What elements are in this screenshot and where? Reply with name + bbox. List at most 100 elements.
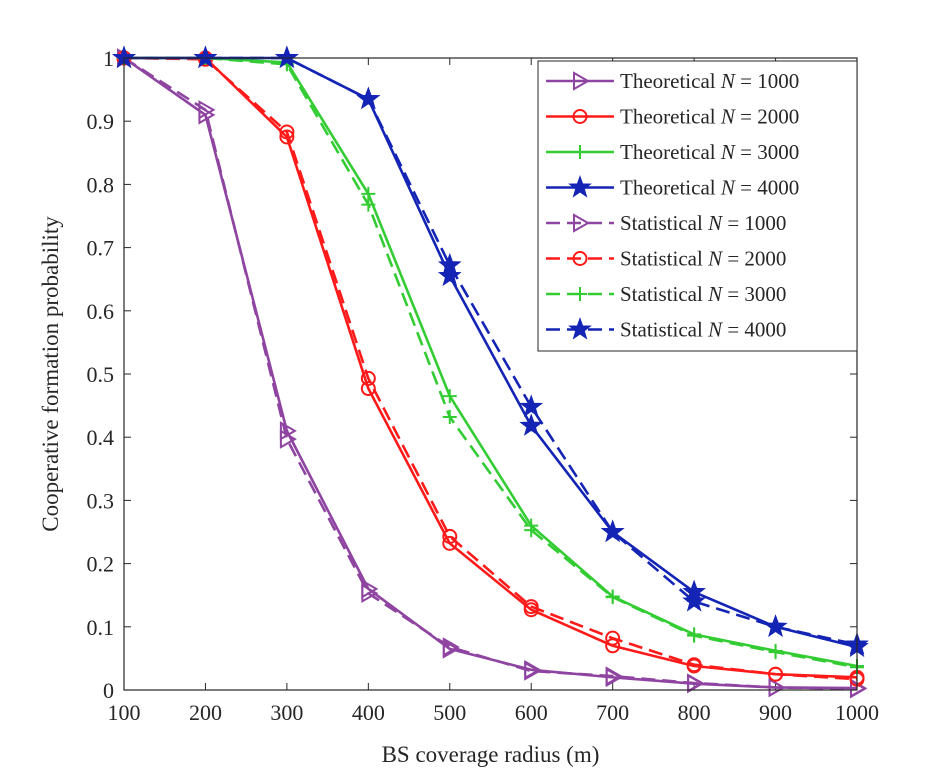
star-marker: [275, 45, 299, 69]
series-line: [123, 56, 858, 681]
star-marker: [763, 614, 788, 637]
legend-label-prefix: Statistical: [620, 247, 708, 271]
circle-marker: [360, 370, 376, 386]
plus-marker: [573, 287, 587, 301]
star-marker: [600, 519, 625, 543]
legend-entry: Theoretical N = 3000: [546, 140, 799, 164]
y-axis-label: Cooperative formation probability: [38, 216, 63, 532]
triangle-marker: [768, 677, 786, 698]
triangle-marker: [279, 429, 297, 449]
legend-label-prefix: Statistical: [620, 282, 708, 306]
x-tick-label: 500: [433, 700, 466, 725]
legend-label-value: = 1000: [722, 211, 786, 235]
star-marker: [682, 589, 706, 612]
circle-marker: [686, 657, 702, 673]
circle-marker: [572, 251, 588, 266]
series-statistical-4000: [112, 45, 869, 655]
legend-label-value: = 3000: [735, 140, 799, 164]
x-tick-label: 300: [270, 700, 303, 725]
legend-label-variable: N: [720, 69, 736, 93]
y-tick-label: 0.1: [87, 615, 115, 640]
y-tick-label: 0.4: [87, 425, 115, 450]
series-line: [123, 56, 858, 691]
star-marker: [437, 252, 462, 276]
x-tick-label: 100: [108, 700, 141, 725]
y-tick-label: 0.8: [87, 172, 115, 197]
legend-label-prefix: Statistical: [620, 211, 708, 235]
x-tick-label: 200: [189, 700, 222, 725]
triangle-marker: [198, 100, 216, 120]
legend-label: Theoretical N = 4000: [620, 176, 799, 200]
x-tick-label: 400: [352, 700, 385, 725]
plus-marker: [768, 645, 783, 660]
legend-label-variable: N: [720, 140, 736, 164]
legend-label-value: = 4000: [735, 176, 799, 200]
legend-label: Statistical N = 1000: [620, 211, 786, 235]
plus-marker: [605, 590, 620, 605]
x-tick-label: 600: [515, 700, 548, 725]
plus-marker: [442, 389, 457, 404]
plus-marker: [573, 145, 587, 159]
x-tick-label: 700: [596, 700, 629, 725]
circle-marker: [279, 124, 295, 140]
star-marker: [568, 175, 592, 198]
legend-label-prefix: Theoretical: [620, 105, 721, 129]
y-tick-label: 0.6: [87, 299, 115, 324]
legend-entry: Theoretical N = 2000: [546, 105, 799, 129]
y-tick-label: 0: [103, 678, 114, 703]
plus-marker: [687, 628, 702, 643]
legend-label: Statistical N = 4000: [620, 318, 786, 342]
y-tick-label: 0.3: [87, 488, 115, 513]
legend-label-variable: N: [707, 247, 723, 271]
x-tick-label: 900: [759, 700, 792, 725]
legend-label: Theoretical N = 1000: [620, 69, 799, 93]
legend-label: Theoretical N = 2000: [620, 105, 799, 129]
star-marker: [519, 394, 544, 417]
star-marker: [519, 413, 544, 436]
star-marker: [356, 86, 381, 110]
legend-label-variable: N: [720, 105, 736, 129]
legend-entry: Statistical N = 2000: [546, 247, 786, 271]
triangle-marker: [573, 71, 591, 91]
tick-labels: 100 200 300 400 500 600 700 800 900 1000 0 0.1 0.2 0.…: [87, 46, 880, 725]
legend-label-variable: N: [707, 282, 723, 306]
circle-marker: [768, 666, 784, 682]
y-tick-label: 0.2: [87, 552, 115, 577]
legend-entry: Theoretical N = 4000: [546, 175, 799, 200]
y-tick-label: 0.7: [87, 236, 115, 261]
triangle-marker: [361, 583, 379, 604]
legend-label: Statistical N = 3000: [620, 282, 786, 306]
legend-entry: Theoretical N = 1000: [546, 69, 799, 93]
triangle-marker: [524, 661, 542, 681]
star-marker: [568, 317, 592, 340]
plot-frame: [123, 57, 858, 691]
legend-box: [537, 60, 858, 352]
circle-marker: [572, 109, 588, 124]
x-tick-label: 1000: [835, 700, 879, 725]
circle-marker: [442, 528, 458, 544]
star-marker: [193, 45, 218, 69]
y-tick-label: 0.5: [87, 362, 115, 387]
legend-label-prefix: Theoretical: [620, 140, 721, 164]
y-tick-label: 1: [103, 46, 114, 71]
legend-label-prefix: Statistical: [620, 318, 708, 342]
legend-label: Statistical N = 2000: [620, 247, 786, 271]
triangle-marker: [687, 673, 705, 693]
legend-label-variable: N: [707, 211, 723, 235]
legend-label-value: = 4000: [722, 318, 786, 342]
series-statistical-2000: [116, 50, 865, 687]
legend-entry: Statistical N = 4000: [546, 317, 786, 342]
star-marker: [437, 263, 462, 287]
triangle-marker: [442, 637, 460, 657]
legend-label-variable: N: [720, 176, 736, 200]
legend-label-variable: N: [707, 318, 723, 342]
plus-marker: [361, 197, 376, 212]
series-line: [124, 56, 858, 669]
y-tick-label: 0.9: [87, 109, 115, 134]
legend-label: Theoretical N = 3000: [620, 140, 799, 164]
triangle-marker: [573, 213, 591, 233]
x-tick-label: 800: [678, 700, 711, 725]
circle-marker: [523, 599, 539, 615]
legend: Theoretical N = 1000 Theoretical N = 2000…: [537, 60, 858, 352]
legend-label-value: = 2000: [735, 105, 799, 129]
